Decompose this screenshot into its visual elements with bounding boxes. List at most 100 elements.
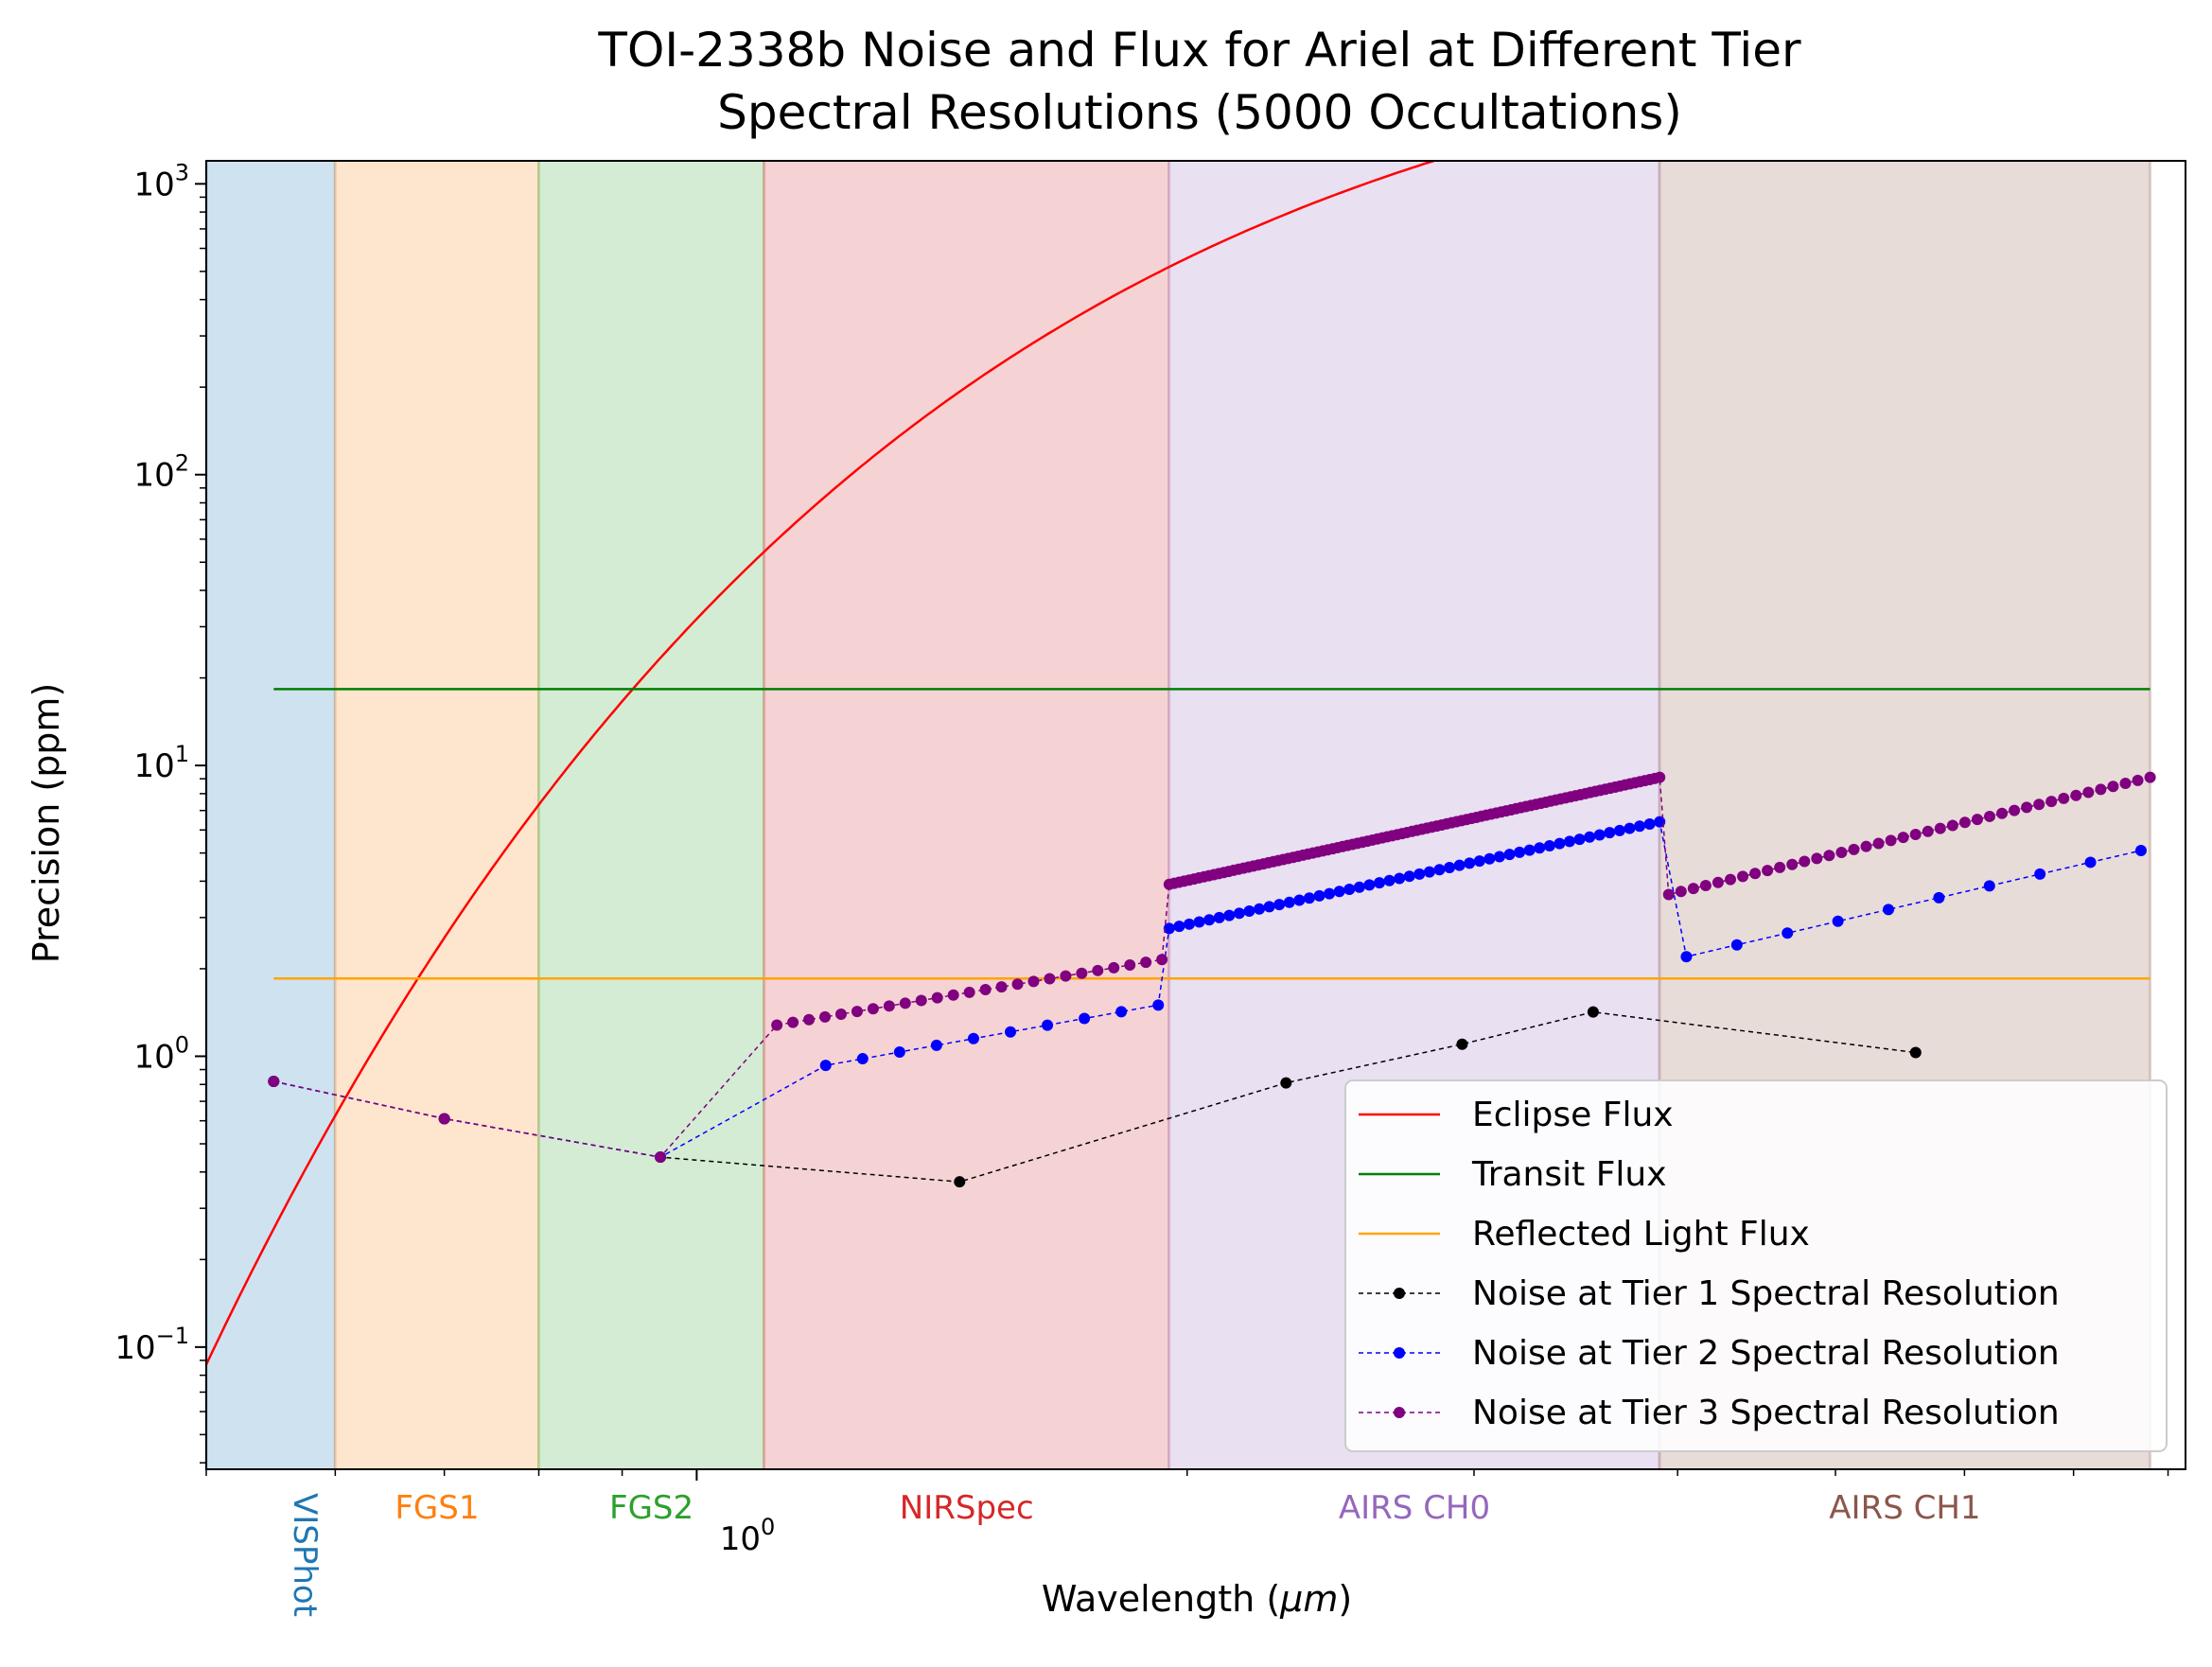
legend-label-reflected-light-flux: Reflected Light Flux: [1472, 1215, 1810, 1254]
legend-label-noise-at-tier-3-spectral-resolution: Noise at Tier 3 Spectral Resolution: [1472, 1394, 2060, 1432]
series-noise-at-tier-2-spectral-resolution-point: [1654, 816, 1666, 828]
series-noise-at-tier-3-spectral-resolution-point: [1675, 886, 1687, 898]
series-noise-at-tier-2-spectral-resolution-point: [1564, 835, 1576, 848]
series-noise-at-tier-3-spectral-resolution-point: [931, 991, 943, 1004]
series-noise-at-tier-2-spectral-resolution-point: [1263, 901, 1275, 913]
series-noise-at-tier-3-spectral-resolution-point: [1699, 879, 1712, 891]
band-label-fgs1: FGS1: [395, 1489, 479, 1527]
series-noise-at-tier-3-spectral-resolution-point: [1774, 861, 1786, 873]
series-noise-at-tier-3-spectral-resolution-point: [1011, 978, 1024, 991]
series-noise-at-tier-3-spectral-resolution-point: [979, 984, 992, 996]
series-noise-at-tier-2-spectral-resolution-point: [1503, 849, 1516, 861]
x-tick-label-base: 10: [720, 1520, 761, 1558]
series-noise-at-tier-3-spectral-resolution-point: [1724, 873, 1736, 886]
series-noise-at-tier-3-spectral-resolution-point: [1799, 855, 1811, 868]
series-noise-at-tier-3-spectral-resolution-point: [2058, 792, 2070, 804]
series-noise-at-tier-2-spectral-resolution-point: [1554, 837, 1566, 850]
series-noise-at-tier-3-spectral-resolution-point: [1654, 771, 1666, 783]
plot-series: [206, 161, 2156, 1365]
series-noise-at-tier-3-spectral-resolution-point: [1662, 888, 1675, 901]
band-label-visphot: VISPhot: [286, 1493, 324, 1617]
y-axis-label: Precision (ppm): [26, 683, 67, 964]
series-noise-at-tier-2-spectral-resolution-point: [1223, 909, 1236, 921]
series-noise-at-tier-2-spectral-resolution-point: [1115, 1006, 1128, 1018]
series-noise-at-tier-2-spectral-resolution-point: [1534, 842, 1546, 854]
series-noise-at-tier-2-spectral-resolution-point: [1832, 915, 1844, 927]
series-noise-at-tier-2-spectral-resolution-point: [1343, 884, 1356, 896]
series-noise-at-tier-3-spectral-resolution-point: [963, 986, 975, 998]
series-noise-at-tier-2-spectral-resolution-point: [1394, 872, 1406, 885]
series-noise-at-tier-3-spectral-resolution-point: [851, 1006, 863, 1018]
series-noise-at-tier-3-spectral-resolution-point: [1860, 840, 1872, 852]
chart-title-line-1: TOI-2338b Noise and Flux for Ariel at Di…: [597, 23, 1801, 78]
legend-box: [1344, 1079, 2168, 1452]
series-noise-at-tier-2-spectral-resolution-point: [1313, 889, 1325, 902]
series-noise-at-tier-3-spectral-resolution-point: [1811, 852, 1823, 865]
series-noise-at-tier-3-spectral-resolution-point: [1737, 870, 1749, 883]
series-noise-at-tier-2-spectral-resolution-point: [1173, 921, 1185, 933]
series-noise-at-tier-3-spectral-resolution-point: [2107, 781, 2119, 793]
series-noise-at-tier-3-spectral-resolution-point: [1934, 822, 1946, 834]
series-noise-at-tier-2-spectral-resolution-point: [1303, 892, 1315, 904]
series-noise-at-tier-2-spectral-resolution-point: [1363, 879, 1376, 891]
series-noise-at-tier-3-spectral-resolution-point: [1060, 970, 1072, 982]
series-noise-at-tier-2-spectral-resolution-point: [1543, 839, 1555, 851]
series-noise-at-tier-3-spectral-resolution-point: [2033, 798, 2045, 811]
series-noise-at-tier-3-spectral-resolution-point: [1885, 834, 1897, 847]
series-noise-at-tier-3-spectral-resolution-point: [1076, 967, 1088, 979]
series-noise-at-tier-3-spectral-resolution-point: [899, 997, 911, 1009]
series-noise-at-tier-3-spectral-resolution-point: [655, 1151, 667, 1164]
x-axis-label: Wavelength (μm): [1042, 1578, 1352, 1620]
series-noise-at-tier-2-spectral-resolution-point: [2084, 856, 2097, 869]
series-noise-at-tier-3-spectral-resolution-point: [2095, 783, 2107, 796]
series-noise-at-tier-2-spectral-resolution-point: [1353, 881, 1365, 893]
series-noise-at-tier-3-spectral-resolution-point: [1092, 964, 1104, 976]
series-noise-at-tier-2-spectral-resolution-point: [1584, 831, 1596, 843]
band-nirspec: [764, 161, 1169, 1469]
series-noise-at-tier-2-spectral-resolution-point: [1464, 857, 1476, 869]
series-noise-at-tier-2-spectral-resolution-point: [930, 1039, 942, 1051]
series-noise-at-tier-2-spectral-resolution-point: [1243, 905, 1255, 918]
series-noise-at-tier-3-spectral-resolution-point: [1996, 807, 2009, 819]
series-noise-at-tier-3-spectral-resolution-point: [1872, 837, 1885, 850]
series-noise-at-tier-3-spectral-resolution-point: [947, 989, 959, 1001]
series-noise-at-tier-2-spectral-resolution-point: [1643, 817, 1656, 830]
series-noise-at-tier-3-spectral-resolution-point: [1108, 961, 1120, 974]
series-noise-at-tier-2-spectral-resolution-point: [1483, 852, 1496, 865]
band-fgs2: [538, 161, 764, 1469]
series-noise-at-tier-2-spectral-resolution-point: [1233, 907, 1245, 920]
series-noise-at-tier-2-spectral-resolution-point: [1604, 827, 1616, 839]
legend-label-noise-at-tier-1-spectral-resolution: Noise at Tier 1 Spectral Resolution: [1472, 1274, 2060, 1313]
series-noise-at-tier-3-spectral-resolution-point: [1749, 868, 1762, 880]
series-noise-at-tier-2-spectral-resolution-point: [1730, 939, 1743, 951]
series-noise-at-tier-2-spectral-resolution-point: [1782, 927, 1794, 939]
series-noise-at-tier-2-spectral-resolution-point: [1213, 911, 1225, 923]
series-noise-at-tier-2-spectral-resolution-point: [1634, 820, 1646, 833]
series-noise-at-tier-2-spectral-resolution-point: [1933, 891, 1945, 904]
series-noise-at-tier-3-spectral-resolution-point: [2021, 801, 2033, 814]
series-noise-at-tier-2-spectral-resolution-point: [1383, 874, 1396, 886]
series-noise-at-tier-2-spectral-resolution-point: [1403, 870, 1415, 883]
series-noise-at-tier-3-spectral-resolution-point: [268, 1075, 280, 1087]
band-label-nirspec: NIRSpec: [900, 1489, 1034, 1527]
y-tick-label: 102: [133, 450, 189, 495]
y-tick-label: 101: [133, 741, 189, 785]
axes-frame: [205, 160, 2186, 1470]
series-noise-at-tier-2-spectral-resolution-point: [1983, 880, 1995, 892]
series-noise-at-tier-3-spectral-resolution-point: [1140, 956, 1152, 969]
series-noise-at-tier-2-spectral-resolution-point: [819, 1060, 832, 1072]
band-label-airs-ch1: AIRS CH1: [1829, 1489, 1980, 1527]
series-noise-at-tier-2-spectral-resolution-point: [1005, 1026, 1017, 1038]
series-noise-at-tier-3-spectral-resolution-point: [883, 1000, 895, 1012]
series-noise-at-tier-1-spectral-resolution-point: [1280, 1077, 1292, 1089]
y-tick-label: 10−1: [114, 1323, 189, 1367]
series-noise-at-tier-3-spectral-resolution-point: [771, 1019, 783, 1031]
series-noise-at-tier-2-spectral-resolution-point: [1593, 829, 1606, 841]
series-noise-at-tier-3-spectral-resolution-point: [834, 1008, 847, 1020]
series-noise-at-tier-3-spectral-resolution-point: [995, 981, 1008, 993]
series-noise-at-tier-3-spectral-resolution-point: [1027, 975, 1040, 988]
legend-marker-noise-at-tier-2-spectral-resolution: [1394, 1347, 1405, 1359]
series-noise-at-tier-3-spectral-resolution-point: [803, 1013, 816, 1026]
series-noise-at-tier-3-spectral-resolution-point: [2132, 774, 2144, 786]
